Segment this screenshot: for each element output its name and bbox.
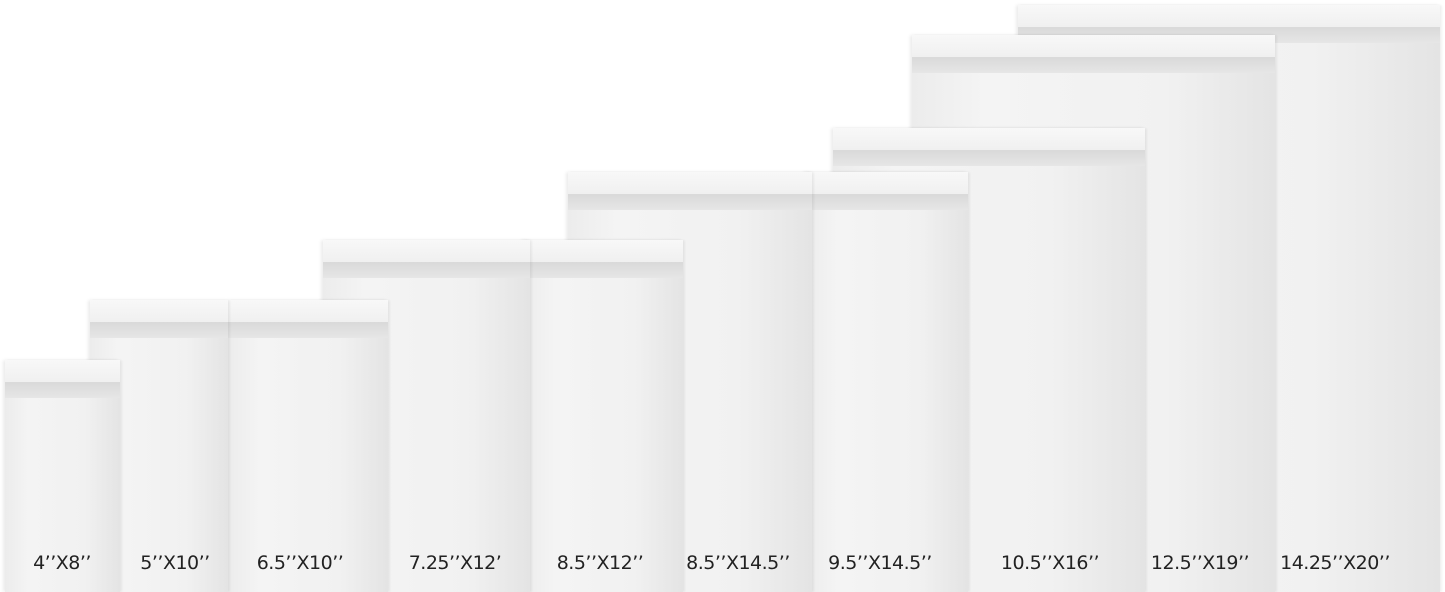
- size-label: 12.5’’X19’’: [1150, 552, 1250, 574]
- adhesive-strip: [323, 262, 530, 278]
- size-label: 14.25’’X20’’: [1280, 552, 1390, 574]
- seal-flap: [523, 240, 683, 263]
- seal-flap: [805, 172, 968, 195]
- adhesive-strip: [5, 382, 120, 398]
- mailer-3: [228, 300, 388, 592]
- adhesive-strip: [568, 194, 812, 210]
- mailer-1: [5, 360, 120, 592]
- size-label: 8.5’’X12’’: [556, 552, 644, 574]
- adhesive-strip: [228, 322, 388, 338]
- adhesive-strip: [523, 262, 683, 278]
- seal-flap: [323, 240, 530, 263]
- size-label: 10.5’’X16’’: [1000, 552, 1100, 574]
- size-label: 5’’X10’’: [140, 552, 210, 574]
- adhesive-strip: [833, 150, 1145, 166]
- adhesive-strip: [90, 322, 228, 338]
- adhesive-strip: [912, 57, 1275, 73]
- seal-flap: [5, 360, 120, 383]
- seal-flap: [568, 172, 812, 195]
- mailer-7: [805, 172, 968, 592]
- seal-flap: [833, 128, 1145, 151]
- size-label: 9.5’’X14.5’’: [828, 552, 932, 574]
- seal-flap: [1018, 5, 1440, 28]
- seal-flap: [228, 300, 388, 323]
- size-label: 8.5’’X14.5’’: [686, 552, 790, 574]
- size-label: 6.5’’X10’’: [256, 552, 344, 574]
- seal-flap: [90, 300, 228, 323]
- adhesive-strip: [805, 194, 968, 210]
- seal-flap: [912, 35, 1275, 58]
- size-label: 7.25’’X12’: [408, 552, 502, 574]
- mailer-2: [90, 300, 228, 592]
- size-label: 4’’X8’’: [33, 552, 91, 574]
- mailer-5: [523, 240, 683, 592]
